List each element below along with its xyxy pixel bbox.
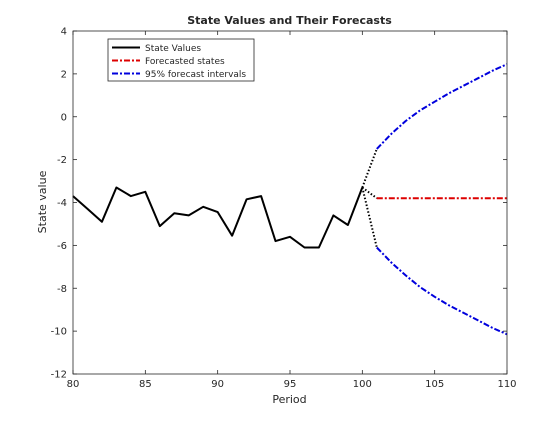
x-tick-label: 100	[353, 379, 372, 390]
axes-layer: 80 85 90 95 100 105 110 -12 -10 -8 -6 -4 -2 0 2 4	[51, 27, 517, 391]
legend-label-forecast-intervals: 95% forecast intervals	[145, 70, 246, 80]
x-tick-label: 80	[67, 379, 80, 390]
y-axis-label: State value	[36, 170, 49, 233]
y-tick-label: -2	[57, 155, 67, 166]
series-line-lower-interval	[376, 246, 508, 336]
x-tick-label: 90	[211, 379, 224, 390]
y-tick-label: -10	[51, 327, 67, 338]
legend-item-state-values: State Values	[112, 44, 201, 54]
y-tick-label: 2	[61, 69, 67, 80]
legend-item-forecasted-states: Forecasted states	[112, 57, 225, 67]
x-tick-label: 110	[497, 379, 516, 390]
x-tick-label: 105	[425, 379, 444, 390]
y-tick-label: -8	[57, 284, 67, 295]
y-tick-label: 0	[61, 112, 67, 123]
x-axis-label: Period	[272, 393, 306, 406]
y-tick-label: 4	[61, 27, 67, 38]
forecast-connector-1	[361, 186, 378, 200]
legend-label-state-values: State Values	[145, 44, 201, 54]
y-tick-label: -6	[57, 241, 67, 252]
legend: State Values Forecasted states 95% forec…	[107, 38, 255, 82]
series-line-state-values	[72, 186, 364, 249]
x-tick-label: 85	[139, 379, 152, 390]
series-line-upper-interval	[376, 63, 508, 150]
y-tick-label: -4	[57, 198, 67, 209]
x-tick-label: 95	[284, 379, 297, 390]
plot-layer	[72, 63, 508, 336]
y-tick-label: -12	[51, 370, 67, 381]
legend-item-forecast-intervals: 95% forecast intervals	[112, 70, 246, 80]
chart-title: State Values and Their Forecasts	[187, 14, 392, 27]
legend-label-forecasted-states: Forecasted states	[145, 57, 225, 67]
